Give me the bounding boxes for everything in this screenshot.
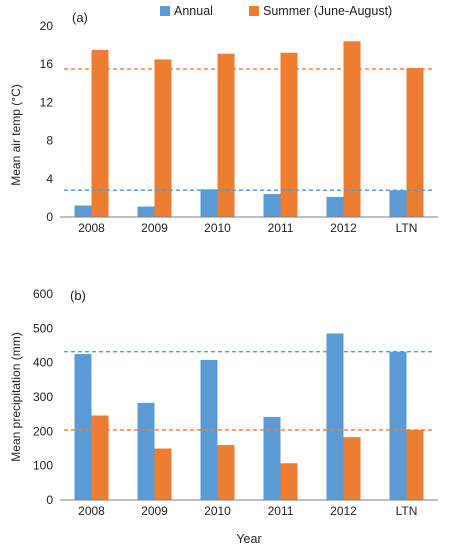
panel-b-y-tick-label: 500 bbox=[33, 321, 53, 335]
panel-a-x-tick-label: 2008 bbox=[78, 221, 105, 235]
panel-a-bar-annual-2011 bbox=[263, 194, 281, 217]
panel-b-y-tick-label: 0 bbox=[46, 493, 53, 507]
panel-b-bar-annual-2011 bbox=[263, 416, 281, 500]
panel-a-bar-summer-2010 bbox=[217, 53, 235, 217]
panel-b-x-tick-label: 2009 bbox=[141, 504, 168, 518]
panel-a-y-tick-label: 12 bbox=[40, 95, 54, 109]
panel-a-bar-annual-2010 bbox=[200, 189, 218, 217]
chart-panel-a: (a) Mean air temp (°C) 0 4 8 12 16 20 2008 2009… bbox=[9, 10, 438, 235]
legend-label-summer: Summer (June-August) bbox=[263, 4, 392, 18]
legend-swatch-summer bbox=[249, 6, 259, 16]
panel-a-x-tick-label: 2012 bbox=[330, 221, 357, 235]
panel-b-bar-summer-2012 bbox=[343, 437, 361, 500]
panel-a-y-tick-label: 8 bbox=[46, 134, 53, 148]
panel-b-bar-summer-2009 bbox=[154, 448, 172, 500]
panel-a-y-tick-label: 16 bbox=[40, 57, 54, 71]
panel-b-bar-annual-2012 bbox=[326, 333, 344, 500]
panel-b-bar-annual-ltn bbox=[389, 351, 407, 500]
panel-a-bar-summer-2011 bbox=[280, 52, 298, 217]
panel-b-bar-annual-2010 bbox=[200, 359, 218, 500]
panel-a-x-tick-label: 2010 bbox=[204, 221, 231, 235]
panel-a-bar-summer-2009 bbox=[154, 59, 172, 218]
panel-a-bar-annual-2008 bbox=[74, 205, 92, 217]
panel-a-y-tick-label: 0 bbox=[46, 210, 53, 224]
x-axis-label: Year bbox=[236, 532, 261, 546]
panel-b-x-tick-label: 2010 bbox=[204, 504, 231, 518]
panel-a-y-tick-label: 4 bbox=[46, 172, 53, 186]
panel-a-bar-summer-2012 bbox=[343, 41, 361, 217]
panel-b-y-tick-label: 100 bbox=[33, 459, 53, 473]
panel-b-x-tick-label: 2012 bbox=[330, 504, 357, 518]
panel-a-y-tick-label: 20 bbox=[40, 19, 54, 33]
panel-a-bar-summer-ltn bbox=[406, 68, 424, 218]
panel-a-bar-summer-2008 bbox=[91, 49, 109, 218]
panel-a-bar-annual-2012 bbox=[326, 196, 344, 217]
panel-a-x-tick-label: 2011 bbox=[268, 221, 294, 235]
panel-b-x-tick-label: LTN bbox=[396, 504, 418, 518]
legend-label-annual: Annual bbox=[174, 4, 213, 18]
panel-b-y-tick-label: 300 bbox=[33, 390, 53, 404]
panel-b-bar-summer-ltn bbox=[406, 429, 424, 500]
panel-b-y-tick-label: 600 bbox=[33, 287, 53, 301]
panel-b-bar-summer-2010 bbox=[217, 445, 235, 500]
legend-swatch-annual bbox=[160, 6, 170, 16]
panel-b-y-tick-label: 400 bbox=[33, 356, 53, 370]
panel-b-y-axis-label: Mean precipitation (mm) bbox=[9, 332, 23, 461]
panel-a-bar-annual-ltn bbox=[389, 190, 407, 217]
panel-b-x-tick-label: 2011 bbox=[268, 504, 294, 518]
panel-b-x-tick-label: 2008 bbox=[78, 504, 105, 518]
panel-b-bar-summer-2008 bbox=[91, 415, 109, 500]
panel-a-x-tick-label: 2009 bbox=[141, 221, 168, 235]
panel-a-bar-annual-2009 bbox=[137, 206, 155, 217]
panel-b-bar-summer-2011 bbox=[280, 463, 298, 500]
panel-b-y-tick-label: 200 bbox=[33, 424, 53, 438]
panel-a-x-tick-label: LTN bbox=[396, 221, 418, 235]
panel-b-bar-annual-2008 bbox=[74, 354, 92, 500]
chart-panel-b: (b) Mean precipitation (mm) 0 100 200 300 40… bbox=[9, 287, 438, 518]
panel-a-label: (a) bbox=[72, 10, 88, 25]
panel-b-bar-annual-2009 bbox=[137, 402, 155, 500]
panel-b-label: (b) bbox=[70, 288, 86, 303]
panel-a-y-axis-label: Mean air temp (°C) bbox=[9, 84, 23, 186]
legend: Annual Summer (June-August) bbox=[160, 4, 392, 18]
